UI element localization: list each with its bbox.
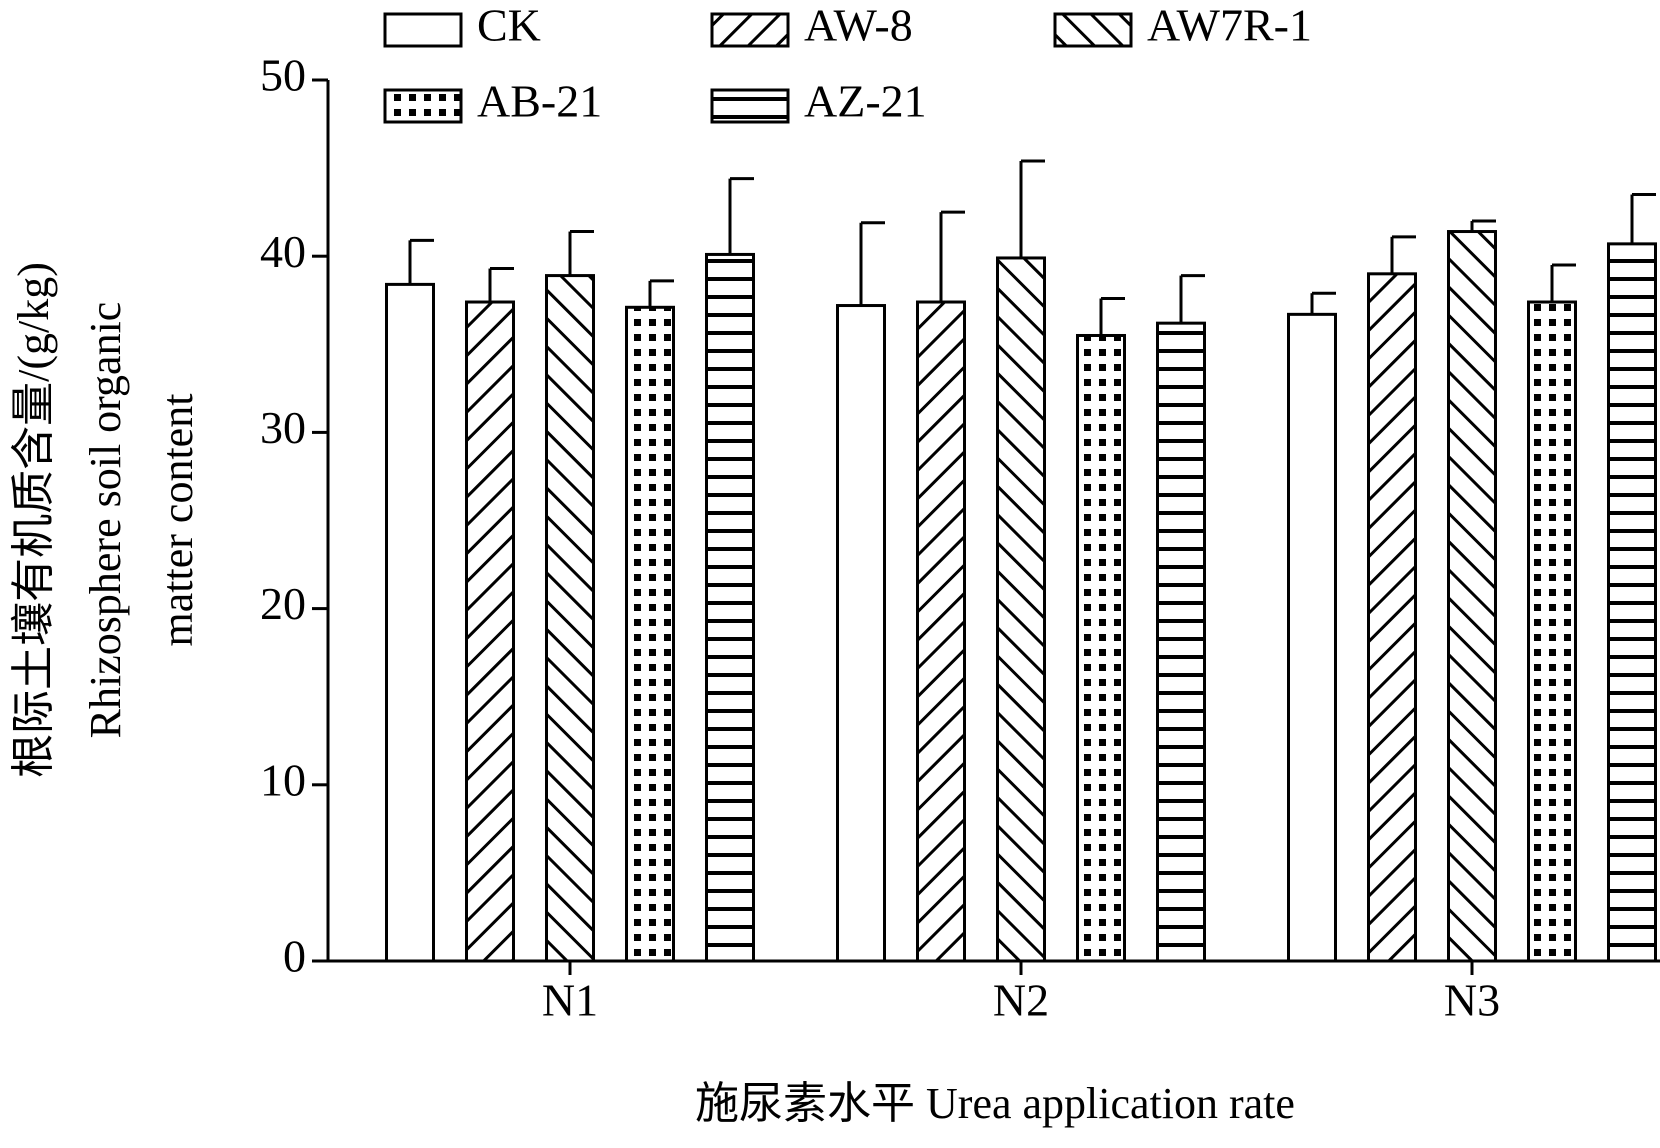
x-tick-label: N3 <box>1444 975 1500 1026</box>
bar <box>625 305 675 963</box>
y-tick-label: 0 <box>283 931 306 982</box>
bar <box>916 300 966 963</box>
bar <box>1607 242 1657 963</box>
bar <box>1367 272 1417 963</box>
bar <box>836 304 886 963</box>
bar <box>1076 333 1126 963</box>
bar <box>1156 321 1206 963</box>
legend-label: CK <box>477 0 541 51</box>
x-tick-label: N1 <box>542 975 598 1026</box>
bar <box>1447 230 1497 963</box>
legend-label: AW-8 <box>804 0 913 51</box>
bar <box>465 300 515 963</box>
legend-label: AZ-21 <box>804 76 927 127</box>
bar <box>1287 312 1337 963</box>
x-tick-label: N2 <box>993 975 1049 1026</box>
bar <box>996 256 1046 963</box>
y-tick-label: 50 <box>260 50 306 101</box>
legend-swatch <box>710 88 790 124</box>
bar <box>705 252 755 963</box>
x-axis-title: 施尿素水平 Urea application rate <box>695 1079 1295 1128</box>
legend-label: AW7R-1 <box>1147 0 1312 51</box>
legend-swatch <box>383 12 463 48</box>
legend-swatch <box>710 12 790 48</box>
y-axis-title-line: matter content <box>153 394 202 647</box>
legend-swatch <box>1053 12 1133 48</box>
bar <box>385 282 435 963</box>
legend-swatch <box>383 88 463 124</box>
y-tick-label: 10 <box>260 754 306 805</box>
legend-label: AB-21 <box>477 76 602 127</box>
bar <box>1527 300 1577 963</box>
y-tick-label: 20 <box>260 578 306 629</box>
bar <box>545 274 595 963</box>
y-tick-label: 40 <box>260 226 306 277</box>
y-tick-label: 30 <box>260 402 306 453</box>
y-axis-title-line: 根际土壤有机质含量/(g/kg) <box>9 262 58 778</box>
y-axis-title-line: Rhizosphere soil organic <box>81 302 130 739</box>
